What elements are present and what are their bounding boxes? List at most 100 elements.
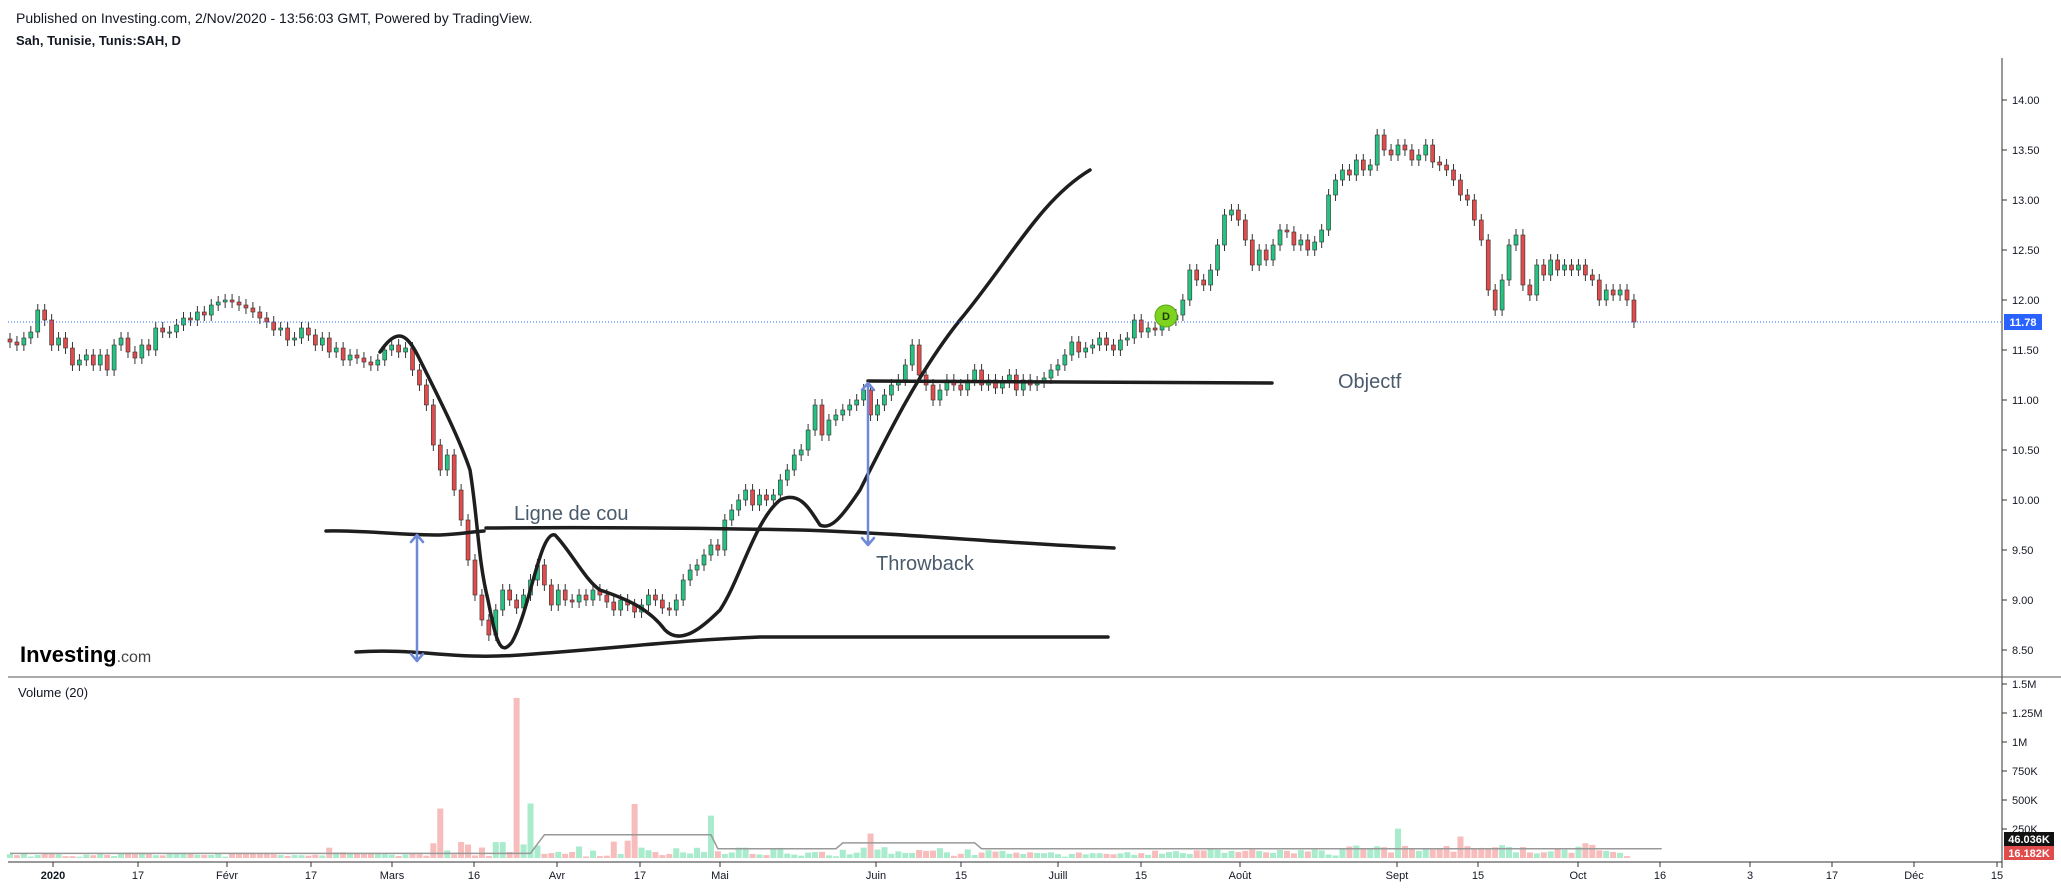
volume-bar bbox=[1221, 852, 1228, 858]
volume-bar bbox=[1506, 846, 1513, 858]
volume-bar bbox=[7, 854, 13, 858]
volume-bar bbox=[1353, 845, 1360, 858]
candle-body bbox=[160, 327, 165, 333]
volume-bar bbox=[714, 851, 721, 858]
time-tick-label: Avr bbox=[549, 870, 566, 882]
volume-bar bbox=[145, 853, 152, 858]
candle bbox=[97, 349, 103, 371]
volume-bar bbox=[1422, 848, 1429, 858]
price-tick-label: 10.50 bbox=[2012, 445, 2040, 457]
candle bbox=[555, 584, 561, 611]
candle-body bbox=[1617, 289, 1623, 296]
volume-bar bbox=[846, 854, 853, 858]
price-path-drawing bbox=[378, 168, 1092, 650]
candle-body bbox=[1423, 144, 1429, 156]
candle-body bbox=[611, 601, 617, 611]
candle-body bbox=[854, 399, 859, 406]
candle bbox=[993, 374, 998, 394]
candle-body bbox=[285, 327, 290, 341]
candle bbox=[1291, 226, 1297, 251]
volume-bar bbox=[1339, 849, 1346, 858]
volume-bar bbox=[444, 850, 451, 858]
candle-body bbox=[909, 344, 915, 366]
candle-body bbox=[1236, 209, 1241, 221]
candle-body bbox=[451, 454, 457, 491]
price-tick-label: 9.50 bbox=[2012, 545, 2033, 557]
candle bbox=[1069, 336, 1075, 361]
candle bbox=[1312, 236, 1318, 256]
candle-body bbox=[1326, 194, 1331, 231]
volume-bar bbox=[1533, 853, 1540, 858]
volume-bar bbox=[367, 853, 374, 858]
candle bbox=[139, 339, 145, 364]
candle-body bbox=[257, 311, 263, 319]
candle-body bbox=[1555, 259, 1560, 271]
volume-bar bbox=[777, 847, 784, 858]
candle bbox=[188, 312, 193, 326]
candle bbox=[680, 574, 686, 606]
candle-body bbox=[1569, 264, 1574, 271]
candle bbox=[1263, 244, 1269, 266]
volume-bar bbox=[652, 852, 659, 858]
volume-bar bbox=[55, 854, 62, 858]
volume-bar bbox=[694, 847, 701, 858]
candle-body bbox=[930, 384, 936, 401]
candle bbox=[798, 444, 804, 461]
candle bbox=[306, 322, 311, 341]
candle-body bbox=[618, 599, 624, 611]
candle bbox=[576, 589, 582, 608]
candle bbox=[1319, 224, 1324, 248]
candle-body bbox=[202, 311, 207, 316]
candle bbox=[1187, 264, 1193, 306]
volume-bar bbox=[1297, 850, 1304, 858]
price-tick-label: 13.50 bbox=[2012, 145, 2040, 157]
candle-body bbox=[56, 337, 61, 346]
candle bbox=[771, 489, 776, 506]
volume-bar bbox=[957, 853, 964, 858]
volume-bar bbox=[992, 851, 999, 858]
candle-body bbox=[271, 321, 277, 331]
candle-body bbox=[465, 519, 471, 561]
volume-bar bbox=[451, 854, 458, 858]
candle-body bbox=[1249, 239, 1255, 266]
candle bbox=[819, 399, 825, 441]
candle bbox=[319, 332, 325, 351]
candle bbox=[562, 584, 568, 606]
candle-body bbox=[1409, 149, 1415, 161]
candle bbox=[1437, 156, 1442, 171]
candle-body bbox=[1243, 219, 1248, 241]
candle bbox=[195, 306, 200, 326]
volume-badge bbox=[2004, 832, 2054, 846]
candle-body bbox=[222, 299, 228, 303]
volume-bar bbox=[118, 853, 125, 858]
candle-body bbox=[840, 409, 846, 416]
volume-bar bbox=[1207, 849, 1214, 858]
candle bbox=[701, 549, 707, 571]
volume-bar bbox=[1082, 854, 1089, 858]
candle-body bbox=[21, 337, 27, 346]
candle bbox=[646, 589, 651, 611]
candle-body bbox=[1437, 161, 1442, 166]
volume-bar bbox=[1041, 853, 1048, 858]
candle bbox=[49, 314, 54, 351]
candle bbox=[361, 352, 367, 368]
candle-body bbox=[1367, 164, 1373, 171]
volume-bar bbox=[1457, 836, 1464, 858]
candle bbox=[167, 326, 172, 338]
candle bbox=[1472, 194, 1477, 226]
volume-bar bbox=[930, 850, 937, 858]
candle-body bbox=[1111, 344, 1116, 351]
candle bbox=[208, 299, 214, 321]
volume-bar bbox=[1388, 852, 1395, 858]
candle bbox=[1180, 294, 1186, 321]
candle-body bbox=[1055, 364, 1061, 371]
candle-body bbox=[1402, 144, 1408, 151]
candle-body bbox=[1513, 234, 1519, 246]
candle-body bbox=[264, 317, 270, 323]
candle bbox=[1131, 314, 1137, 344]
candle-body bbox=[743, 489, 748, 501]
candle-body bbox=[306, 327, 311, 336]
candle bbox=[70, 342, 75, 371]
volume-bar bbox=[1124, 852, 1131, 858]
